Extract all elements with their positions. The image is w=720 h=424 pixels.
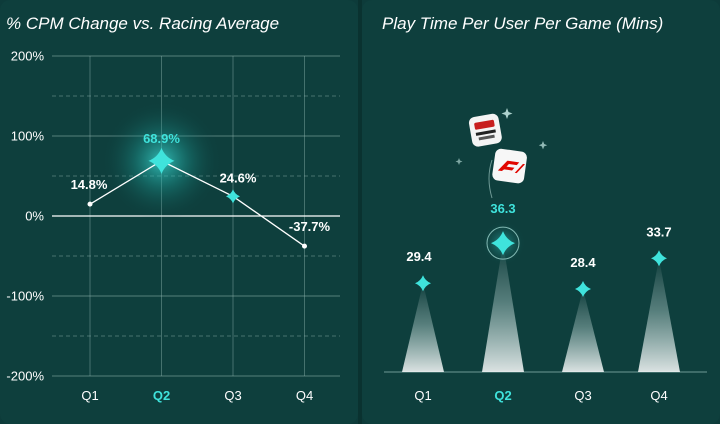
value-beam	[402, 283, 444, 372]
y-tick-label: -200%	[6, 369, 44, 384]
panel-divider	[358, 0, 362, 424]
cpm-change-chart-panel: % CPM Change vs. Racing Average -200% -10…	[0, 0, 358, 424]
sparkle-marker	[575, 281, 591, 297]
play-time-bar-chart: 29.4 36.3 28.4 33.7 Q1 Q2 Q3 Q4	[384, 108, 707, 403]
data-label: 14.8%	[71, 177, 108, 192]
sparkle-icon	[501, 108, 513, 119]
data-label: 29.4	[406, 249, 432, 264]
sparkle-decoration	[455, 108, 548, 199]
y-tick-label: -100%	[6, 289, 44, 304]
racing-game-app-icon	[468, 113, 502, 147]
sparkle-marker	[415, 275, 431, 292]
data-label: -37.7%	[289, 219, 331, 234]
x-tick-label: Q4	[296, 388, 313, 403]
sparkle-icon	[538, 141, 548, 150]
sparkle-marker	[491, 231, 515, 256]
cpm-chart-title: % CPM Change vs. Racing Average	[6, 14, 280, 33]
line-series	[89, 160, 305, 247]
x-tick-label: Q2	[153, 388, 170, 403]
value-beam	[482, 243, 524, 372]
data-label: 24.6%	[220, 170, 257, 185]
y-tick-label: 200%	[11, 49, 45, 64]
data-point	[87, 201, 93, 207]
sparkle-marker	[148, 147, 175, 174]
sparkle-icon	[455, 158, 463, 165]
value-beam	[562, 289, 604, 372]
data-label: 33.7	[646, 224, 671, 239]
data-point	[302, 243, 307, 249]
cpm-line-chart: -200% -100% 0% 100% 200% 14.8% 68.9% 24.6% -37.7…	[6, 49, 340, 403]
x-tick-label: Q4	[650, 388, 667, 403]
y-tick-label: 0%	[25, 209, 44, 224]
x-tick-label: Q1	[81, 388, 98, 403]
data-label: 68.9%	[143, 131, 180, 146]
data-label: 36.3	[490, 201, 515, 216]
data-label: 28.4	[570, 255, 596, 270]
y-tick-label: 100%	[11, 129, 45, 144]
sparkle-marker	[651, 250, 667, 267]
play-time-chart-panel: Play Time Per User Per Game (Mins) 29	[362, 0, 720, 424]
x-tick-label: Q3	[574, 388, 591, 403]
grid	[52, 55, 340, 377]
value-beam	[638, 258, 680, 372]
x-tick-label: Q2	[494, 388, 511, 403]
x-tick-label: Q1	[414, 388, 431, 403]
highlight-ring	[486, 226, 520, 260]
sparkle-marker	[226, 189, 240, 204]
x-tick-label: Q3	[224, 388, 241, 403]
f1-app-icon	[492, 148, 527, 184]
play-time-chart-title: Play Time Per User Per Game (Mins)	[382, 14, 664, 33]
